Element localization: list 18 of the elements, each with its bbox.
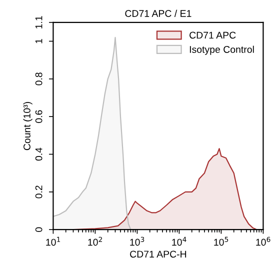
y-tick-label: 1 xyxy=(35,39,42,44)
y-tick-label: 0.4 xyxy=(35,148,42,161)
x-tick-label: 10$^{2}$ xyxy=(88,236,102,246)
y-tick-label: 0.2 xyxy=(35,186,42,198)
legend-label: Isotype Control xyxy=(190,46,254,55)
y-tick-label: 1.1 xyxy=(35,16,42,28)
x-tick-label: 10$^{1}$ xyxy=(46,236,60,246)
x-tick-label: 10$^{5}$ xyxy=(214,236,228,246)
y-tick-label: 0.8 xyxy=(35,72,42,86)
x-tick-label: 10$^{4}$ xyxy=(172,236,186,246)
y-tick-label: 0 xyxy=(35,227,42,232)
x-tick-label: 10$^{6}$ xyxy=(256,236,270,246)
legend-label: CD71 APC xyxy=(190,32,236,39)
y-axis-title: Count (10³) xyxy=(23,102,32,150)
x-axis-title: CD71 APC-H xyxy=(130,250,186,258)
x-tick-label: 10$^{3}$ xyxy=(130,236,144,246)
chart-title: CD71 APC / E1 xyxy=(125,10,192,17)
y-tick-label: 0.6 xyxy=(35,110,42,123)
